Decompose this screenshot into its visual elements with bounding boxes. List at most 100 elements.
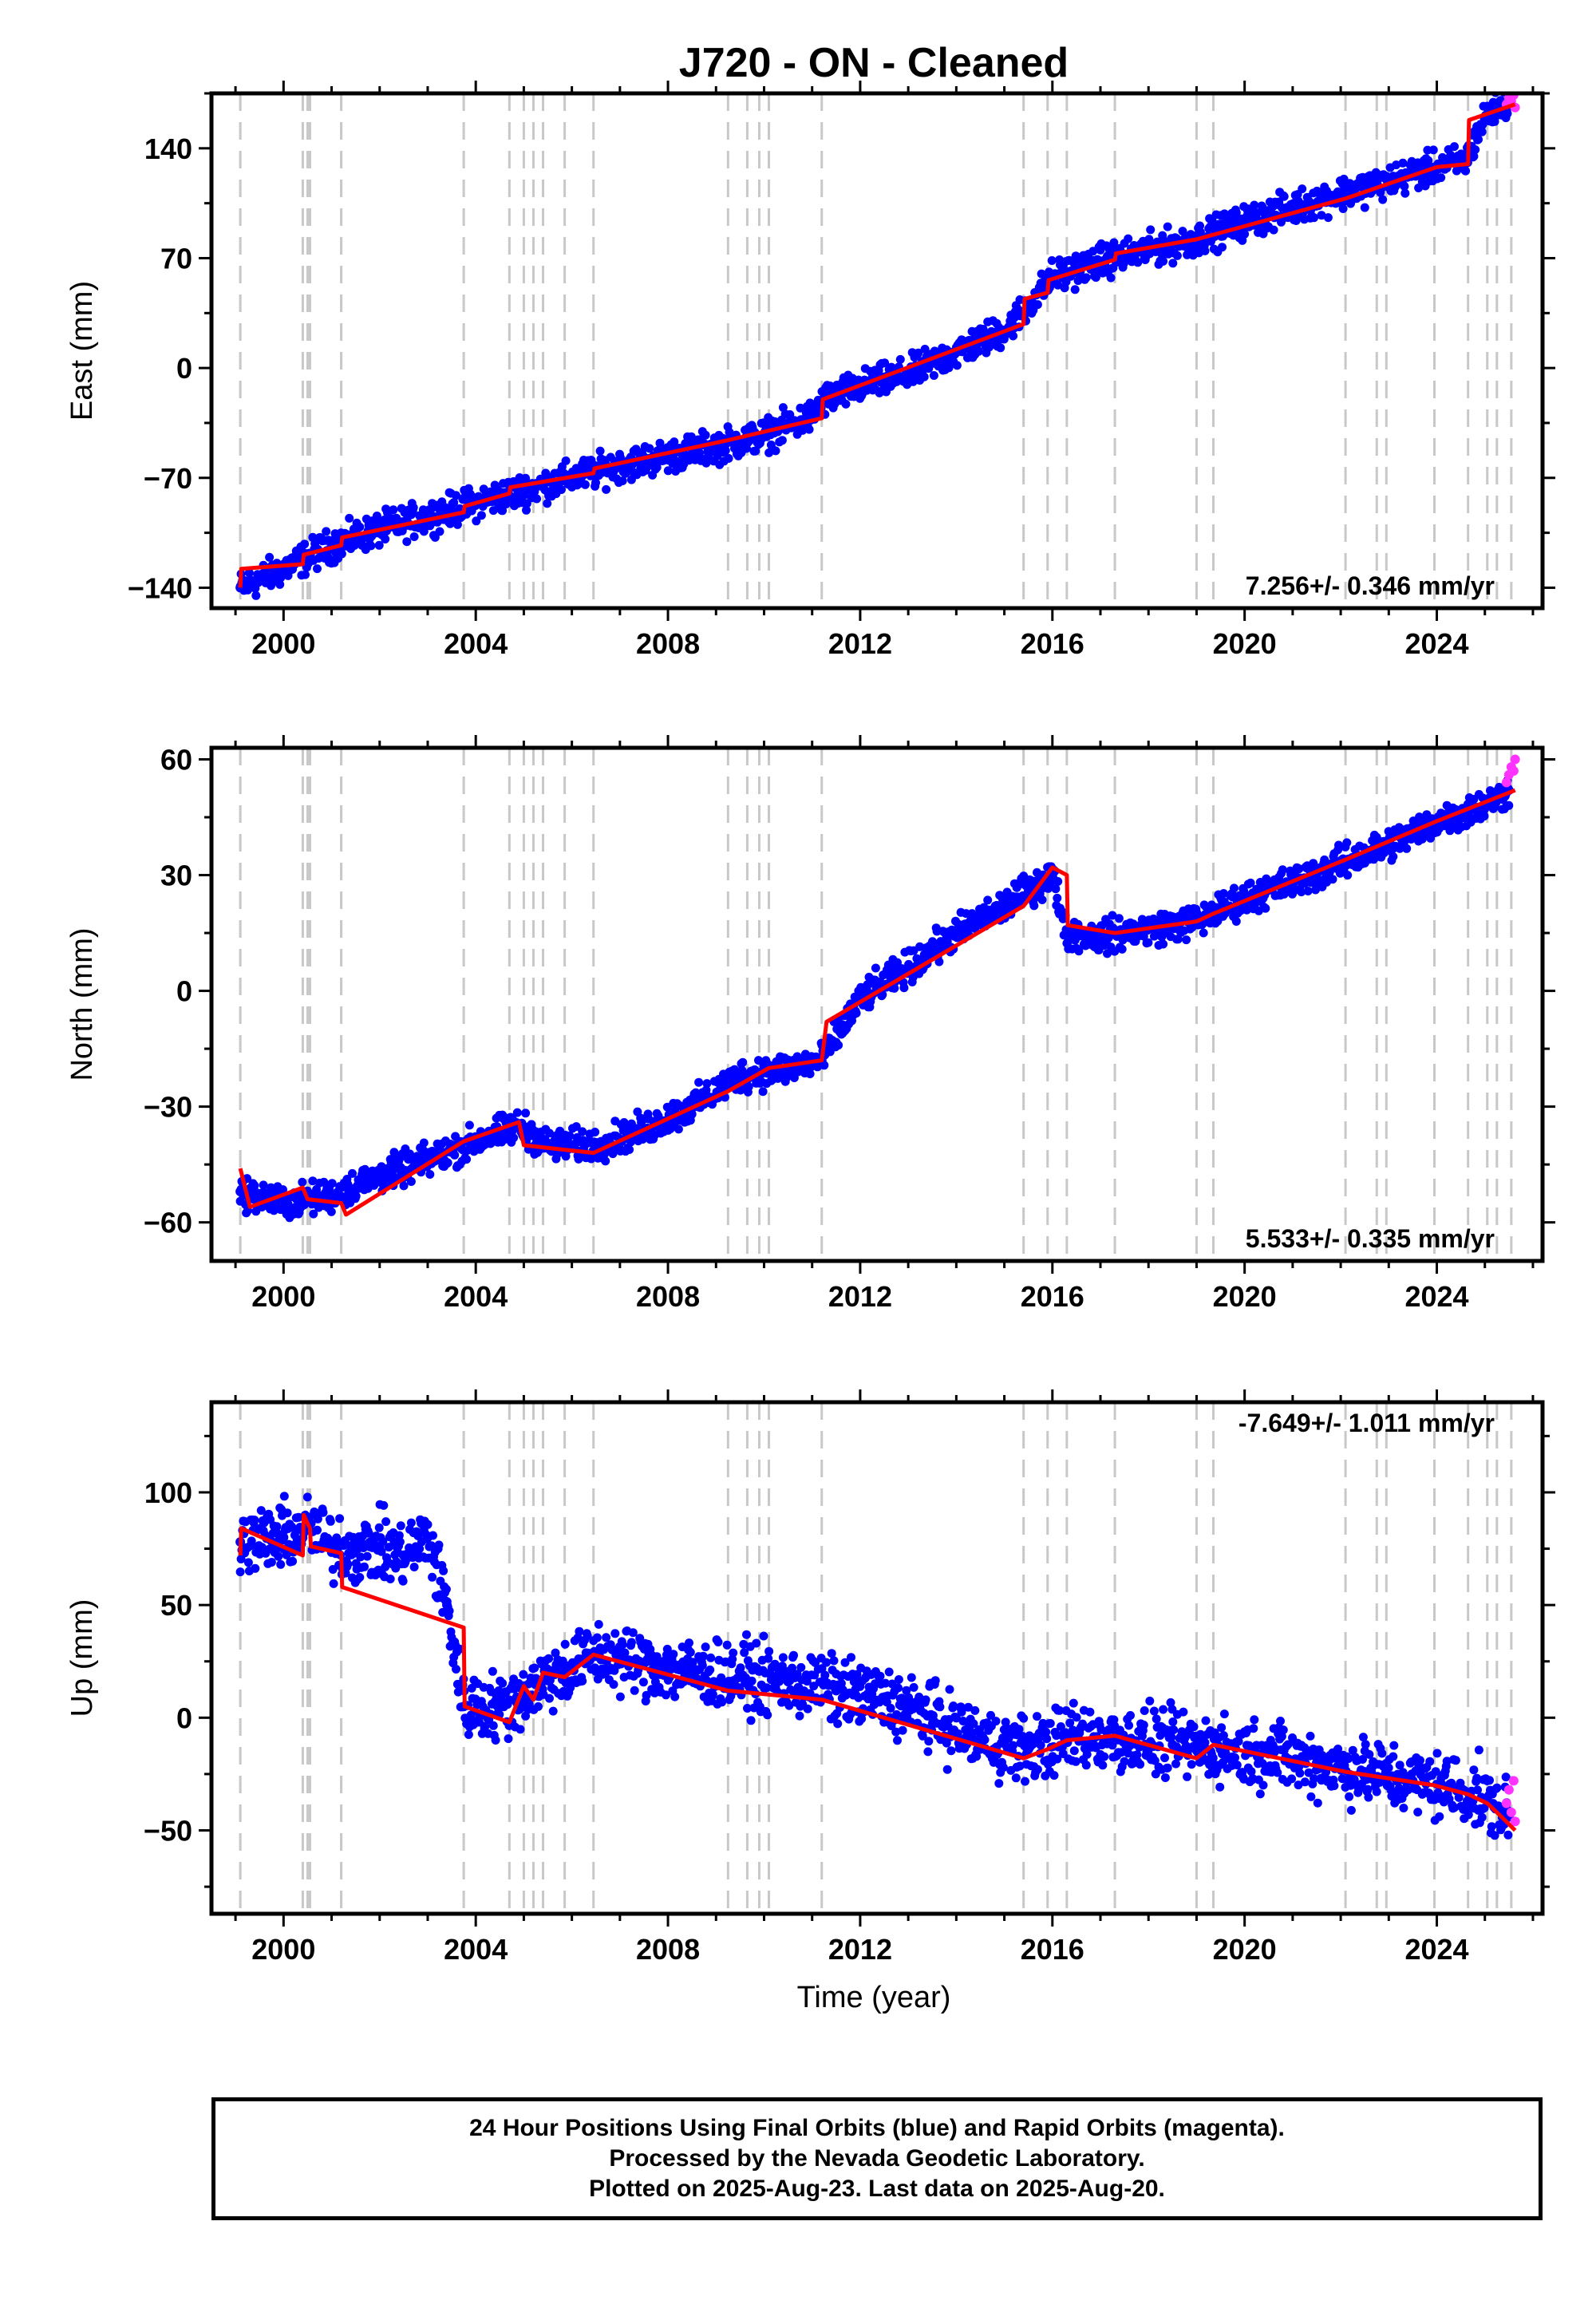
final-orbit-point [1246, 878, 1255, 887]
final-orbit-point [566, 1683, 575, 1693]
final-orbit-point [1479, 812, 1489, 821]
final-orbit-point [1231, 208, 1241, 217]
final-orbit-point [834, 1041, 843, 1050]
final-orbit-point [1021, 1777, 1029, 1786]
final-orbit-point [427, 1541, 437, 1551]
final-orbit-point [921, 1695, 930, 1705]
final-orbit-point [743, 1704, 752, 1713]
final-orbit-point [374, 1523, 384, 1532]
final-orbit-point [1053, 893, 1062, 903]
final-orbit-point [894, 1683, 903, 1693]
final-orbit-point [1055, 1705, 1065, 1715]
final-orbit-point [326, 1516, 335, 1526]
final-orbit-point [1100, 1752, 1109, 1761]
final-orbit-point [235, 1567, 245, 1577]
final-orbit-point [428, 1572, 437, 1582]
final-orbit-point [893, 1736, 902, 1745]
final-orbit-point [594, 1619, 603, 1629]
final-orbit-point [1163, 222, 1172, 231]
data-layer [235, 754, 1520, 1223]
final-orbit-point [803, 1704, 812, 1713]
final-orbit-point [652, 463, 662, 472]
final-orbit-point [472, 516, 481, 526]
final-orbit-point [946, 1746, 956, 1756]
final-orbit-point [784, 1701, 794, 1710]
final-orbit-point [355, 1573, 365, 1582]
final-orbit-point [796, 1662, 806, 1672]
final-orbit-point [272, 1522, 282, 1531]
final-orbit-point [259, 1180, 268, 1190]
final-orbit-point [498, 1678, 508, 1688]
final-orbit-point [1065, 1718, 1075, 1728]
final-orbit-point [288, 1556, 298, 1566]
final-orbit-point [1151, 1769, 1160, 1779]
final-orbit-point [1160, 1753, 1169, 1763]
final-orbit-point [1106, 273, 1116, 283]
final-orbit-point [1132, 1750, 1142, 1760]
final-orbit-point [1009, 331, 1018, 341]
final-orbit-point [449, 498, 459, 508]
final-orbit-point [1114, 914, 1124, 923]
final-orbit-point [739, 1639, 749, 1649]
x-tick-label: 2012 [828, 1280, 892, 1313]
final-orbit-point [509, 1133, 519, 1143]
final-orbit-point [957, 1707, 966, 1717]
final-orbit-point [423, 1520, 433, 1529]
y-tick-label: −70 [144, 462, 192, 495]
final-orbit-point [1474, 135, 1483, 144]
final-orbit-point [642, 1690, 651, 1700]
final-orbit-point [609, 1680, 618, 1690]
final-orbit-point [742, 1630, 751, 1639]
final-orbit-point [847, 1653, 855, 1662]
final-orbit-point [348, 1168, 357, 1178]
final-orbit-point [610, 1629, 620, 1638]
final-orbit-point [663, 466, 673, 476]
final-orbit-point [928, 937, 937, 947]
final-orbit-point [998, 1763, 1008, 1773]
final-orbit-point [279, 1492, 289, 1501]
rapid-orbit-point [1501, 777, 1511, 788]
x-tick-label: 2016 [1021, 627, 1084, 660]
final-orbit-point [713, 1638, 723, 1646]
final-orbit-point [1097, 921, 1107, 931]
final-orbit-point [1124, 234, 1133, 243]
final-orbit-point [247, 1536, 256, 1546]
final-orbit-point [963, 1702, 973, 1712]
final-orbit-point [898, 1725, 907, 1735]
final-orbit-point [1471, 145, 1480, 154]
final-orbit-point [1159, 1705, 1168, 1714]
final-orbit-point [1503, 109, 1512, 118]
final-orbit-point [464, 1120, 474, 1130]
final-orbit-point [1172, 251, 1182, 260]
final-orbit-point [374, 540, 384, 550]
final-orbit-point [1168, 259, 1178, 268]
final-orbit-point [521, 473, 531, 483]
final-orbit-point [1311, 885, 1320, 895]
final-orbit-point [360, 1562, 369, 1571]
final-orbit-point [1230, 883, 1238, 893]
final-orbit-point [265, 552, 275, 562]
final-orbit-point [1278, 865, 1287, 875]
final-orbit-point [271, 1545, 281, 1555]
x-tick-label: 2020 [1213, 1280, 1277, 1313]
final-orbit-point [1144, 938, 1153, 947]
final-orbit-point [366, 541, 376, 551]
final-orbit-point [359, 1543, 368, 1552]
final-orbit-point [1200, 246, 1210, 255]
final-orbit-point [895, 354, 905, 364]
final-orbit-point [817, 1664, 827, 1674]
final-orbit-point [1149, 1706, 1159, 1716]
final-orbit-point [1120, 1757, 1129, 1766]
final-orbit-point [894, 1675, 903, 1684]
final-orbit-point [1303, 887, 1313, 895]
final-orbit-point [778, 1653, 788, 1662]
event-lines [239, 93, 1513, 608]
final-orbit-point [1063, 938, 1073, 947]
final-orbit-point [571, 1122, 581, 1132]
final-orbit-point [952, 361, 962, 370]
final-orbit-point [907, 1673, 916, 1682]
final-orbit-point [557, 485, 566, 494]
final-orbit-point [558, 1656, 567, 1666]
event-lines [239, 1402, 1513, 1914]
final-orbit-point [275, 579, 285, 589]
